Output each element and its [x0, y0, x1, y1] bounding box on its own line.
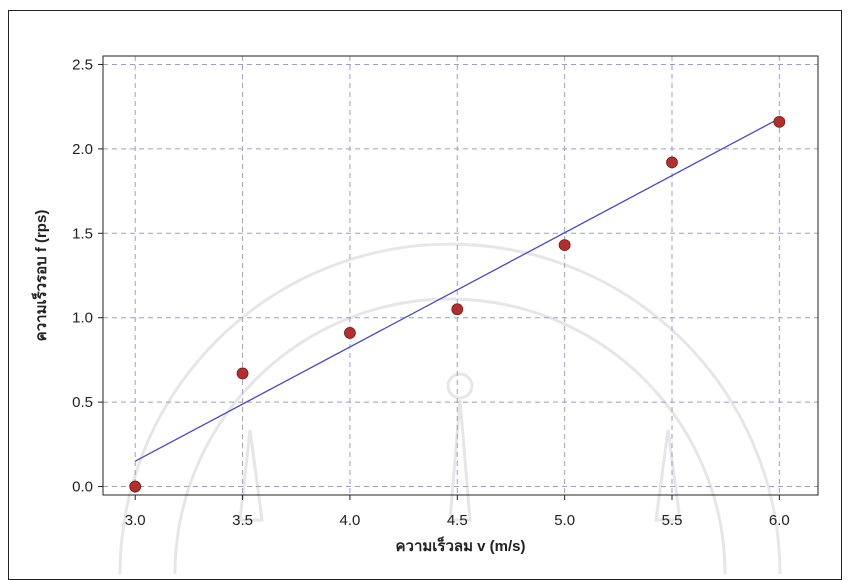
grid-lines — [103, 56, 818, 495]
y-tick-label: 0.0 — [72, 479, 93, 496]
x-tick-label: 5.0 — [554, 512, 575, 529]
y-tick-label: 1.5 — [72, 225, 93, 242]
x-tick-label: 4.5 — [447, 512, 468, 529]
data-point — [558, 239, 571, 252]
x-tick-label: 5.5 — [662, 512, 683, 529]
x-tick-label: 3.0 — [125, 512, 146, 529]
plot-area — [102, 55, 819, 496]
data-point — [129, 480, 142, 493]
watermark-seal — [118, 242, 782, 574]
data-point — [344, 327, 356, 339]
chart-frame — [8, 10, 842, 580]
axis-ticks: 3.0 3.5 4.0 4.5 5.0 5.5 6.0 0.0 0.5 1.0 1.5 2.0 2.5 — [72, 56, 790, 529]
data-points — [129, 115, 786, 493]
data-point — [773, 115, 786, 128]
y-tick-label: 2.0 — [72, 141, 93, 158]
x-axis-title: ความเร็วลม v (m/s) — [396, 536, 526, 555]
data-point — [666, 156, 678, 169]
y-tick-label: 1.0 — [72, 310, 93, 327]
trend-line — [134, 117, 780, 462]
data-point — [236, 367, 249, 380]
y-tick-label: 0.5 — [72, 394, 93, 411]
x-tick-label: 6.0 — [769, 512, 790, 529]
data-point — [451, 303, 464, 316]
y-tick-label: 2.5 — [72, 56, 93, 73]
y-axis-title: ความเร็วรอบ f (rps) — [31, 210, 50, 342]
x-tick-label: 3.5 — [232, 512, 253, 529]
x-tick-label: 4.0 — [339, 512, 360, 529]
